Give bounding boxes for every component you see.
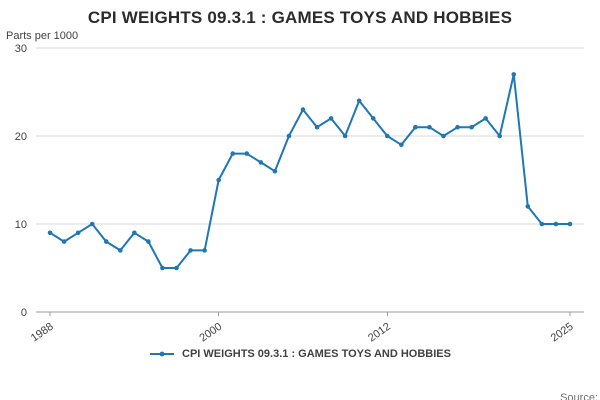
legend-label: CPI WEIGHTS 09.3.1 : GAMES TOYS AND HOBB… <box>182 348 451 360</box>
y-tick-label: 10 <box>15 219 27 231</box>
data-point <box>75 230 81 236</box>
data-point <box>469 124 474 130</box>
y-tick-label: 0 <box>21 307 27 319</box>
data-point <box>202 248 207 253</box>
data-point <box>314 124 320 130</box>
data-point <box>497 133 502 139</box>
x-tick-label: 1988 <box>29 321 56 344</box>
chart-page: CPI WEIGHTS 09.3.1 : GAMES TOYS AND HOBB… <box>0 8 600 400</box>
data-point <box>103 239 109 244</box>
data-point <box>118 248 123 253</box>
line-chart-canvas: 0 10 20 30 1988 2000 2012 2025 <box>15 43 584 344</box>
legend-line-marker-icon <box>150 351 175 357</box>
source-label: Source: <box>560 392 598 400</box>
data-point <box>483 116 488 121</box>
data-point <box>146 239 151 244</box>
data-point <box>216 177 221 183</box>
data-point <box>356 98 362 104</box>
data-point <box>384 133 390 139</box>
data-point <box>89 221 95 227</box>
data-point <box>286 133 292 139</box>
data-point <box>399 142 404 148</box>
data-point <box>525 204 531 209</box>
data-point <box>427 124 432 130</box>
data-point <box>441 133 446 139</box>
chart-title: CPI WEIGHTS 09.3.1 : GAMES TOYS AND HOBB… <box>87 8 513 27</box>
data-point <box>539 221 545 227</box>
data-point <box>188 248 193 253</box>
data-point <box>511 72 517 77</box>
data-point <box>132 230 137 236</box>
x-tick-label: 2025 <box>549 321 576 344</box>
data-line <box>49 73 571 269</box>
data-point <box>300 107 306 112</box>
data-point <box>61 239 67 244</box>
y-tick-label: 30 <box>15 43 27 55</box>
data-point <box>328 116 334 121</box>
y-tick-label: 20 <box>15 131 27 143</box>
data-point <box>160 265 165 271</box>
y-axis-unit-label: Parts per 1000 <box>6 30 79 42</box>
data-point <box>455 124 460 130</box>
data-point <box>370 116 376 121</box>
data-point <box>258 160 264 165</box>
data-point <box>272 168 278 174</box>
data-point <box>567 221 573 227</box>
data-point <box>342 133 348 139</box>
data-point <box>244 151 250 156</box>
x-tick-label: 2000 <box>197 321 224 344</box>
data-point <box>174 265 179 271</box>
data-point <box>553 221 559 227</box>
data-point <box>47 230 53 236</box>
data-point <box>413 124 418 130</box>
data-point <box>230 151 236 156</box>
legend-item[interactable]: CPI WEIGHTS 09.3.1 : GAMES TOYS AND HOBB… <box>0 348 600 360</box>
x-tick-label: 2012 <box>366 321 393 344</box>
